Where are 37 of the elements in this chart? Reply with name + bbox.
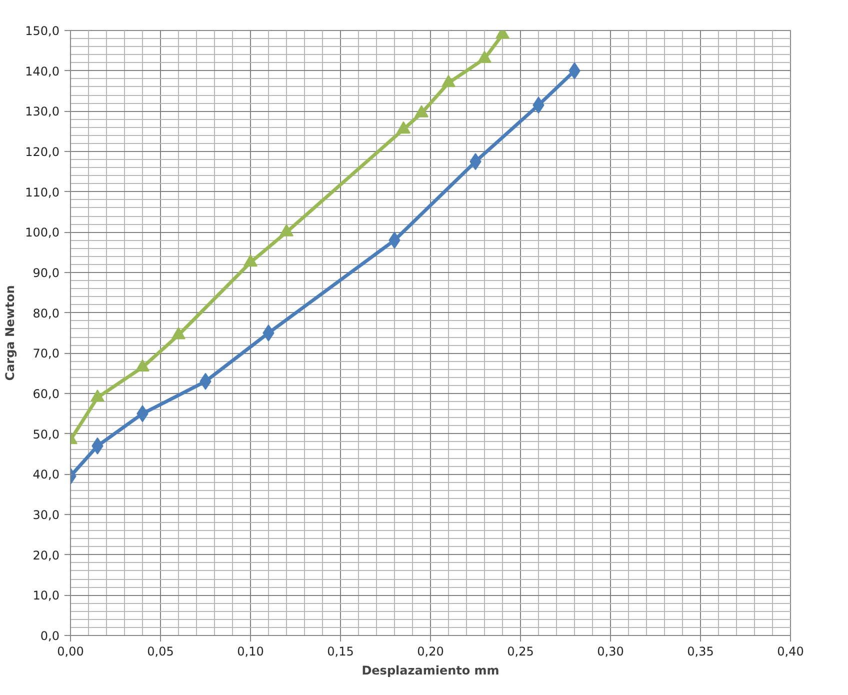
point: [262, 324, 274, 342]
y-tick-label: 140,0: [25, 64, 60, 78]
x-tick-label: 0,30: [597, 644, 624, 658]
y-tick-label: 20,0: [32, 548, 60, 562]
x-tick-label: 0,15: [327, 644, 354, 658]
point: [478, 50, 492, 63]
x-tick-label: 0,10: [237, 644, 264, 658]
y-tick-label: 110,0: [25, 185, 60, 200]
x-tick-label: 0,00: [57, 644, 84, 658]
point: [280, 224, 294, 236]
point: [396, 121, 410, 134]
y-tick-label: 10,0: [32, 588, 60, 603]
x-tick-label: 0,35: [687, 644, 714, 658]
y-tick-label: 90,0: [32, 266, 60, 280]
point: [172, 327, 186, 340]
point: [136, 359, 150, 372]
x-tick-label: 0,40: [777, 644, 804, 658]
y-tick-label: 130,0: [25, 104, 60, 119]
y-tick-label: 40,0: [32, 468, 60, 482]
point: [90, 390, 104, 402]
y-axis-title: Carga Newton: [3, 285, 18, 381]
y-tick-label: 50,0: [32, 427, 60, 442]
y-tick-label: 70,0: [32, 346, 60, 361]
y-tick-label: 150,0: [25, 24, 60, 38]
y-tick-label: 120,0: [25, 145, 60, 159]
y-tick-label: 30,0: [32, 508, 60, 522]
x-tick-label: 0,25: [507, 644, 534, 658]
x-axis-title: Desplazamiento mm: [362, 664, 500, 678]
y-tick-label: 60,0: [32, 387, 60, 401]
x-tick-label: 0,05: [147, 644, 174, 658]
y-tick-label: 100,0: [25, 226, 60, 240]
x-tick-label: 0,20: [417, 644, 444, 658]
y-tick-label: 80,0: [32, 306, 60, 320]
point: [244, 254, 258, 267]
point: [414, 105, 428, 118]
point: [442, 74, 456, 88]
y-tick-label: 0,0: [40, 629, 60, 643]
